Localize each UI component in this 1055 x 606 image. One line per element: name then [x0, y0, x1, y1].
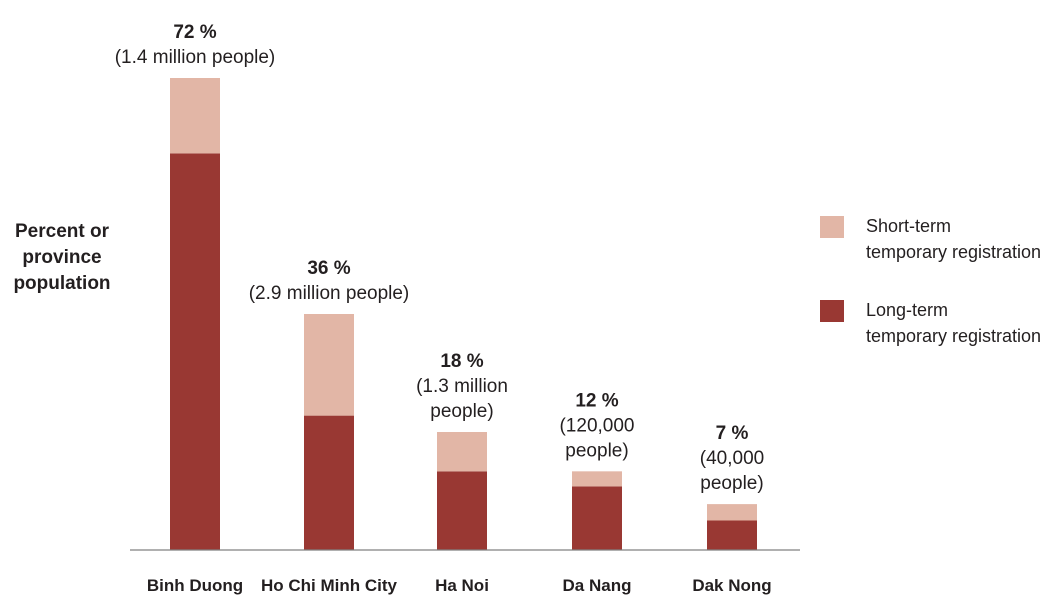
y-axis-label-line: Percent or: [15, 221, 110, 242]
data-label-percent: 12 %: [575, 390, 618, 411]
y-axis-label-line: province: [22, 247, 101, 268]
data-label-percent: 72 %: [173, 22, 216, 43]
legend: Short-term temporary registration Long-ter…: [820, 216, 1041, 346]
data-label-people: people): [565, 440, 628, 461]
y-axis-label-line: population: [13, 273, 110, 294]
bar-segment-short-term: [304, 314, 354, 416]
data-label-people: (1.4 million people): [115, 47, 276, 68]
legend-swatch: [820, 216, 844, 238]
bar-segment-short-term: [572, 471, 622, 487]
bar-segment-short-term: [170, 78, 220, 154]
data-label-people: (2.9 million people): [249, 283, 410, 304]
legend-label: Short-term: [866, 216, 951, 236]
y-axis-label: Percent or province population: [13, 221, 110, 294]
legend-swatch: [820, 300, 844, 322]
bar-segment-short-term: [437, 432, 487, 472]
data-label-people: (40,000: [700, 448, 764, 469]
bar-segment-long-term: [707, 520, 757, 550]
x-tick-label: Binh Duong: [147, 576, 243, 595]
bar-segment-long-term: [572, 486, 622, 550]
data-label-people: (1.3 million: [416, 376, 508, 397]
legend-label: temporary registration: [866, 242, 1041, 262]
data-label-percent: 36 %: [307, 258, 350, 279]
data-label-people: (120,000: [559, 415, 634, 436]
legend-label: Long-term: [866, 300, 948, 320]
bar-segment-long-term: [304, 415, 354, 550]
x-tick-label: Ha Noi: [435, 576, 489, 595]
x-tick-label: Da Nang: [563, 576, 632, 595]
bar-segment-long-term: [437, 471, 487, 550]
data-label-people: people): [700, 473, 763, 494]
data-label-percent: 7 %: [716, 423, 749, 444]
data-label-percent: 18 %: [440, 351, 483, 372]
bar-segment-long-term: [170, 153, 220, 550]
x-tick-label: Ho Chi Minh City: [261, 576, 398, 595]
data-label-people: people): [430, 401, 493, 422]
legend-label: temporary registration: [866, 326, 1041, 346]
bar-segment-short-term: [707, 504, 757, 521]
bars: [170, 78, 757, 550]
x-tick-label: Dak Nong: [692, 576, 771, 595]
x-axis-categories: Binh Duong Ho Chi Minh City Ha Noi Da Nang D…: [147, 576, 772, 595]
bar-labels: 72 % (1.4 million people) 36 % (2.9 million…: [115, 22, 764, 494]
